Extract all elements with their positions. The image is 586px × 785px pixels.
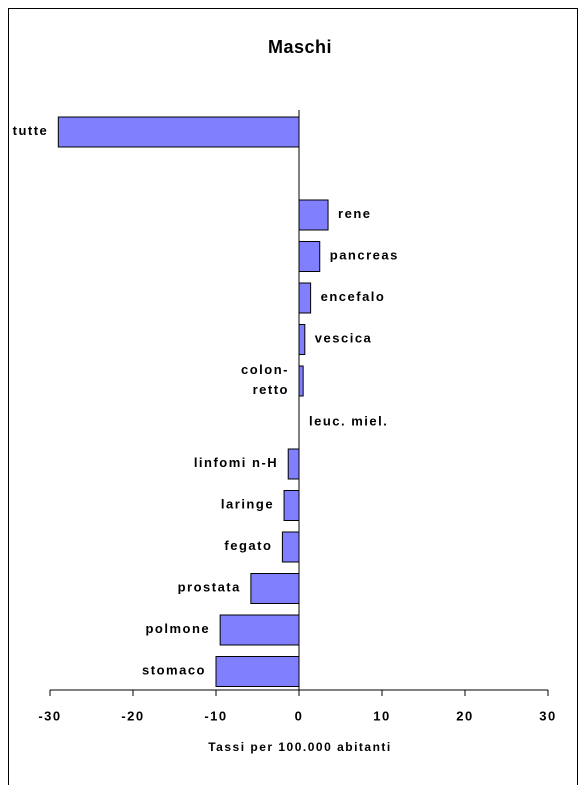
- bar: [298, 365, 304, 397]
- x-tick-label: 20: [456, 708, 473, 723]
- x-tick-label: 0: [295, 708, 304, 723]
- x-tick-label: -30: [38, 708, 61, 723]
- frame: [8, 8, 578, 785]
- bar: [281, 531, 300, 563]
- category-label: pancreas: [330, 248, 399, 263]
- category-label: leuc. miel.: [309, 414, 388, 429]
- category-label: stomaco: [142, 663, 206, 678]
- category-label: prostata: [178, 580, 241, 595]
- x-tick-label: -20: [121, 708, 144, 723]
- bar: [287, 448, 300, 480]
- bar: [298, 199, 329, 231]
- category-label: linfomi n-H: [194, 455, 278, 470]
- bar: [298, 324, 306, 355]
- bar: [250, 573, 300, 604]
- category-label: encefalo: [321, 289, 386, 304]
- x-tick-label: 30: [539, 708, 556, 723]
- category-label: laringe: [221, 497, 274, 512]
- x-tick-label: 10: [373, 708, 390, 723]
- x-axis-label: Tassi per 100.000 abitanti: [208, 740, 392, 754]
- category-label: polmone: [145, 621, 210, 636]
- bar: [57, 116, 300, 148]
- bar: [215, 656, 300, 687]
- bar: [283, 490, 300, 521]
- bar: [219, 614, 300, 646]
- bar: [298, 241, 321, 272]
- x-tick-label: -10: [204, 708, 227, 723]
- chart-title: Maschi: [268, 37, 332, 57]
- category-label: fegato: [224, 538, 272, 553]
- bar: [298, 282, 312, 314]
- category-label: tutte: [13, 123, 49, 138]
- category-label: rene: [338, 206, 371, 221]
- category-label: colon-retto: [241, 362, 289, 397]
- category-label: vescica: [315, 331, 373, 346]
